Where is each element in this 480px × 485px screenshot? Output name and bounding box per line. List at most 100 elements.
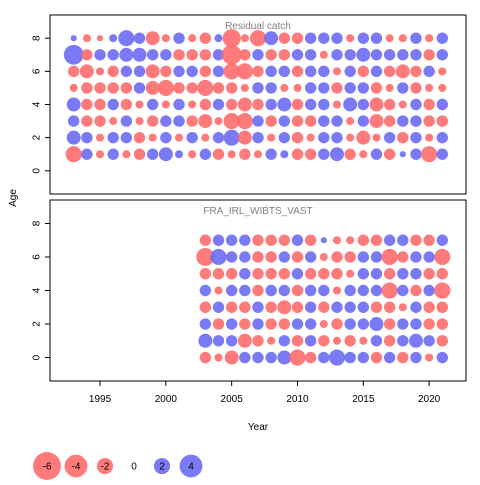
residual-bubble (383, 148, 396, 160)
residual-bubble (436, 318, 449, 330)
residual-bubble (278, 32, 291, 44)
residual-bubble (65, 146, 82, 163)
residual-bubble (225, 82, 238, 94)
residual-bubble (425, 353, 434, 362)
residual-bubble (331, 115, 343, 127)
residual-bubble (410, 268, 422, 280)
residual-bubble (225, 318, 238, 330)
residual-bubble (318, 32, 330, 44)
residual-bubble (291, 115, 304, 127)
residual-bubble (81, 131, 93, 144)
residual-bubble (199, 49, 212, 61)
residual-bubble (265, 115, 277, 127)
residual-bubble (293, 83, 302, 92)
residual-bubble (291, 284, 304, 297)
residual-bubble (332, 336, 342, 345)
legend-label: -6 (43, 462, 52, 473)
residual-bubble (146, 98, 159, 111)
residual-bubble (359, 336, 368, 345)
residual-bubble (381, 282, 398, 299)
residual-bubble (199, 351, 212, 364)
y-tick-label: 6 (32, 254, 43, 260)
residual-bubble (331, 82, 343, 94)
residual-bubble (119, 47, 134, 62)
residual-bubble (212, 234, 225, 246)
residual-bubble (278, 49, 291, 61)
residual-bubble (199, 318, 212, 330)
residual-bubble (346, 34, 355, 43)
residual-bubble (370, 65, 383, 78)
residual-bubble (199, 148, 212, 160)
residual-bubble (434, 282, 451, 299)
residual-bubble (186, 82, 198, 94)
residual-bubble (291, 49, 304, 61)
residual-bubble (212, 65, 225, 78)
residual-bubble (212, 148, 225, 160)
residual-bubble (436, 234, 449, 246)
residual-bubble (383, 268, 396, 280)
residual-bubble (385, 34, 394, 43)
residual-bubble (197, 79, 214, 96)
residual-bubble (346, 269, 355, 278)
residual-bubble (318, 284, 330, 297)
residual-bubble (239, 318, 251, 330)
residual-bubble (357, 98, 370, 111)
residual-bubble (318, 301, 330, 313)
residual-bubble (237, 97, 252, 112)
residual-bubble (239, 234, 251, 246)
residual-bubble (265, 351, 277, 364)
residual-bubble (410, 148, 422, 160)
residual-bubble (423, 65, 435, 78)
residual-bubble (252, 49, 264, 61)
residual-bubble (174, 133, 184, 142)
residual-bubble (133, 82, 146, 94)
residual-bubble (146, 148, 159, 160)
residual-bubble (70, 35, 77, 42)
y-tick-label: 0 (32, 168, 43, 174)
residual-bubble (236, 63, 253, 80)
residual-bubble (331, 49, 343, 61)
residual-bubble (318, 268, 330, 280)
residual-bubble (304, 234, 317, 246)
residual-bubble (410, 65, 422, 78)
residual-bubble (423, 234, 435, 246)
residual-bubble (423, 301, 435, 313)
y-tick-label: 2 (32, 321, 43, 327)
residual-bubble (436, 268, 449, 280)
residual-bubble (304, 148, 317, 160)
residual-bubble (425, 34, 434, 43)
residual-bubble (66, 97, 81, 112)
residual-bubble (357, 65, 370, 78)
residual-bubble (133, 148, 146, 160)
residual-bubble (278, 335, 291, 347)
residual-bubble (224, 350, 239, 365)
residual-bubble (304, 82, 317, 94)
residual-bubble (225, 284, 238, 297)
residual-bubble (81, 148, 93, 160)
residual-bubble (145, 80, 160, 95)
residual-bubble (318, 65, 330, 78)
residual-bubble (410, 115, 422, 127)
residual-bubble (356, 130, 371, 145)
residual-bubble (291, 148, 304, 160)
y-tick-label: 4 (32, 287, 43, 293)
residual-bubble (408, 333, 423, 348)
residual-bubble (225, 268, 238, 280)
residual-bubble (370, 251, 383, 263)
residual-bubble (318, 351, 330, 364)
residual-bubble (81, 115, 93, 127)
legend-label: 0 (131, 462, 137, 473)
legend-bubble (179, 454, 203, 478)
residual-bubble (370, 351, 383, 364)
legend-label: 4 (188, 462, 194, 473)
residual-bubble (277, 97, 292, 112)
residual-bubble (199, 301, 212, 313)
residual-bubble (109, 34, 118, 43)
residual-bubble (438, 83, 447, 92)
residual-bubble (199, 268, 212, 280)
residual-bubble (318, 148, 330, 160)
residual-bubble (370, 335, 383, 347)
residual-bubble (410, 131, 422, 144)
residual-bubble (265, 148, 277, 160)
